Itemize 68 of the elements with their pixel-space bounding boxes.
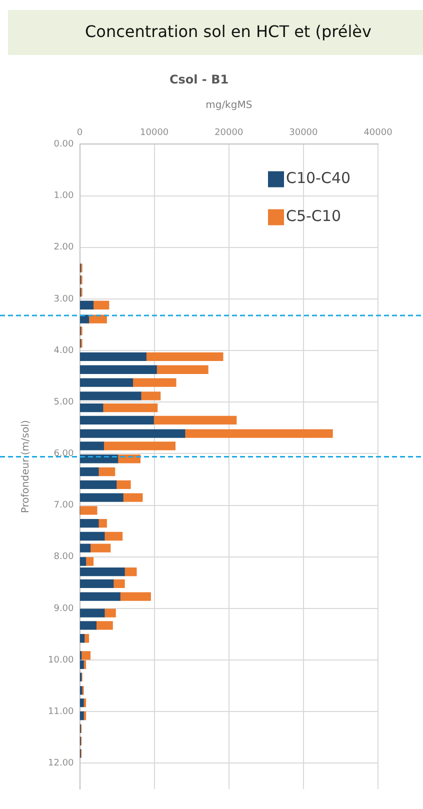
- y-tick-label: 4.00: [54, 346, 74, 356]
- bar: [80, 634, 85, 643]
- y-tick-label: 5.00: [54, 397, 74, 408]
- bar: [80, 506, 98, 515]
- bar: [80, 429, 186, 438]
- y-tick-label: 9.00: [54, 604, 74, 614]
- bar: [80, 532, 105, 541]
- bar: [80, 711, 84, 720]
- bar: [104, 608, 116, 618]
- bar: [80, 698, 84, 708]
- bar: [80, 544, 91, 552]
- bar: [80, 493, 124, 502]
- bar: [80, 480, 117, 489]
- bar: [124, 568, 137, 576]
- bar: [104, 532, 123, 541]
- bar: [80, 592, 120, 601]
- y-tick-label: 8.00: [54, 552, 74, 562]
- bar: [80, 579, 114, 588]
- bar: [80, 442, 104, 450]
- bar: [184, 429, 333, 438]
- x-axis-title: mg/kgMS: [206, 100, 252, 111]
- bar: [80, 403, 104, 412]
- bar: [98, 467, 116, 476]
- x-tick-label: 30000: [289, 128, 318, 138]
- y-axis-title: Profondeur (m/sol): [20, 420, 32, 514]
- legend-label: C10-C40: [286, 169, 351, 188]
- bar: [80, 608, 105, 618]
- bar: [80, 352, 146, 362]
- bar: [103, 442, 176, 450]
- y-tick-label: 10.00: [48, 655, 74, 666]
- x-tick-label: 0: [76, 128, 83, 138]
- bar: [140, 392, 161, 400]
- bar: [102, 403, 158, 412]
- bar: [85, 557, 94, 566]
- x-tick-label: 10000: [140, 128, 169, 138]
- bar: [116, 480, 131, 489]
- bar: [80, 416, 154, 425]
- legend-label: C5-C10: [286, 207, 341, 226]
- bar: [80, 467, 99, 476]
- bar: [80, 519, 99, 528]
- bar: [120, 592, 151, 601]
- bar: [80, 392, 142, 400]
- bar: [80, 378, 134, 387]
- chart-title: Concentration sol en HCT et (prélèv: [85, 22, 372, 41]
- bar: [132, 378, 176, 387]
- y-tick-label: 6.00: [54, 449, 74, 460]
- bar: [96, 621, 113, 630]
- chart-subtitle: Csol - B1: [169, 72, 229, 86]
- bar: [122, 493, 143, 502]
- y-tick-label: 1.00: [54, 191, 74, 202]
- y-tick-label: 3.00: [54, 294, 74, 304]
- x-tick-label: 20000: [214, 128, 244, 138]
- bar: [80, 365, 157, 374]
- y-tick-label: 11.00: [48, 706, 74, 717]
- bar: [90, 544, 111, 552]
- bar: [146, 352, 224, 362]
- bar: [156, 365, 208, 374]
- bar: [153, 416, 237, 425]
- y-tick-label: 7.00: [54, 500, 74, 511]
- x-tick-label: 40000: [364, 128, 393, 138]
- bar: [80, 621, 96, 630]
- bar: [112, 579, 125, 588]
- y-tick-label: 12.00: [48, 758, 74, 769]
- bar: [98, 519, 107, 528]
- y-tick-label: 0.00: [54, 140, 74, 150]
- bar: [92, 300, 110, 310]
- bar: [80, 300, 94, 310]
- y-tick-label: 2.00: [54, 242, 74, 253]
